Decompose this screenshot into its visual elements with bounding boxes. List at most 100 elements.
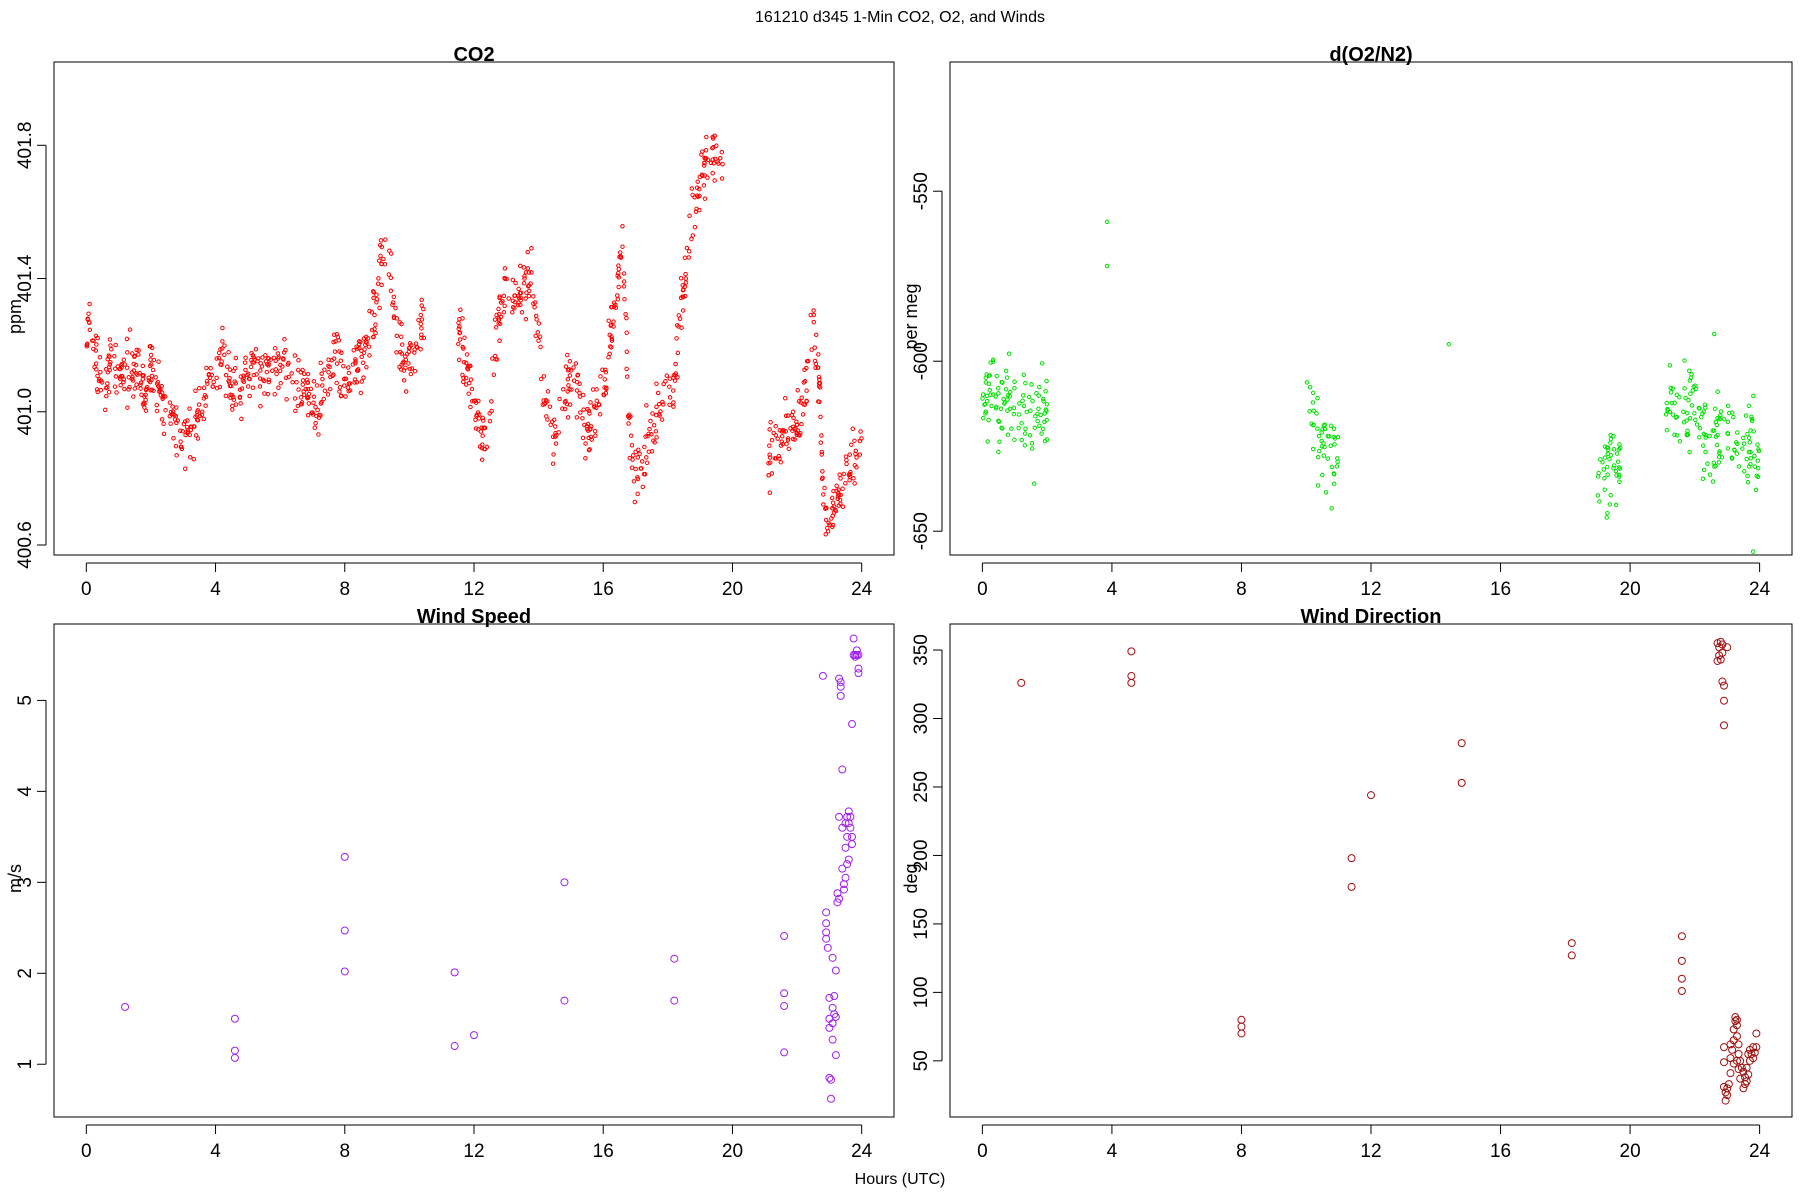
co2-point — [305, 380, 311, 385]
co2-point — [273, 367, 279, 372]
co2-point — [713, 156, 718, 162]
o2-point — [1677, 394, 1682, 400]
co2-point — [623, 311, 628, 317]
co2-point — [201, 416, 207, 422]
co2-point — [370, 334, 376, 340]
co2-point — [283, 375, 289, 381]
o2-point — [1670, 386, 1676, 391]
co2-point — [652, 440, 657, 445]
co2-point — [775, 436, 780, 441]
co2-point — [501, 293, 507, 299]
o2-point — [1021, 393, 1026, 398]
co2-point — [197, 385, 202, 391]
co2-point — [308, 386, 314, 392]
o2-point — [1735, 430, 1740, 435]
co2-point — [602, 385, 607, 390]
co2-point — [352, 380, 357, 385]
co2-point — [412, 350, 417, 355]
o2-point — [1019, 437, 1024, 443]
co2-point — [635, 476, 641, 482]
co2-point — [311, 379, 317, 384]
co2-point — [510, 277, 516, 283]
co2-point — [702, 155, 707, 161]
co2-point — [346, 381, 352, 386]
ws-point — [843, 832, 852, 841]
co2-point — [648, 418, 653, 424]
o2-point — [1029, 446, 1035, 451]
co2-point — [228, 392, 233, 397]
co2-point — [253, 346, 259, 352]
o2-point — [1322, 426, 1328, 432]
co2-point — [704, 134, 709, 140]
co2-point — [489, 399, 494, 404]
wd-point — [1718, 648, 1727, 657]
co2-point — [325, 392, 331, 397]
co2-point — [398, 334, 404, 340]
co2-point — [338, 358, 344, 364]
co2-point — [825, 525, 830, 531]
o2-point — [1731, 414, 1736, 420]
co2-point — [790, 409, 796, 415]
co2-point — [230, 394, 236, 400]
co2-point — [621, 279, 627, 284]
co2-point — [645, 433, 650, 439]
o2-point — [1315, 483, 1321, 488]
wd-point — [1127, 647, 1136, 656]
co2-point — [702, 196, 708, 201]
co2-point — [251, 372, 257, 378]
wd-point — [1732, 1015, 1741, 1024]
co2-point — [358, 339, 363, 345]
wd-point — [1237, 1029, 1246, 1038]
wd-point — [1731, 1017, 1740, 1026]
co2-point — [823, 517, 829, 523]
ws-points — [121, 634, 863, 1103]
co2-point — [359, 379, 364, 384]
wd-point — [1567, 951, 1576, 960]
co2-point — [222, 343, 227, 348]
co2-point — [651, 423, 657, 428]
co2-point — [799, 421, 804, 427]
o2-point — [1329, 464, 1335, 470]
co2-point — [351, 348, 356, 353]
co2-point — [419, 303, 424, 308]
co2-point — [525, 266, 531, 271]
co2-point — [792, 437, 797, 442]
ws-point — [846, 812, 855, 821]
co2-point — [831, 504, 837, 509]
o2-point — [980, 396, 985, 401]
co2-point — [286, 360, 291, 366]
co2-point — [367, 308, 372, 314]
o2-point — [1745, 473, 1750, 479]
co2-point — [257, 384, 263, 389]
o2-y-tick-label: -600 — [911, 342, 932, 380]
co2-point — [808, 312, 813, 318]
co2-point — [567, 387, 572, 392]
co2-point — [171, 435, 176, 441]
co2-point — [173, 443, 179, 449]
co2-point — [296, 387, 301, 392]
co2-y-tick-label: 401.0 — [15, 388, 36, 436]
co2-y-tick-label: 401.8 — [15, 122, 36, 170]
o2-point — [1317, 448, 1322, 454]
co2-point — [311, 400, 316, 405]
co2-point — [127, 327, 133, 332]
co2-point — [394, 333, 400, 339]
co2-point — [242, 360, 248, 365]
ws-point — [780, 989, 789, 998]
co2-point — [515, 302, 521, 308]
co2-point — [156, 359, 161, 364]
co2-point — [331, 372, 336, 377]
co2-point — [361, 375, 366, 380]
o2-point — [1670, 412, 1676, 417]
co2-point — [246, 376, 252, 382]
co2-point — [456, 341, 461, 347]
co2-point — [338, 393, 344, 399]
co2-point — [464, 352, 470, 357]
co2-point — [174, 405, 179, 410]
o2-point — [1752, 453, 1757, 459]
co2-point — [298, 370, 304, 375]
wd-title: Wind Direction — [1301, 606, 1442, 628]
o2-point — [1321, 441, 1326, 446]
o2-point — [1042, 419, 1047, 425]
o2-point — [987, 387, 992, 393]
